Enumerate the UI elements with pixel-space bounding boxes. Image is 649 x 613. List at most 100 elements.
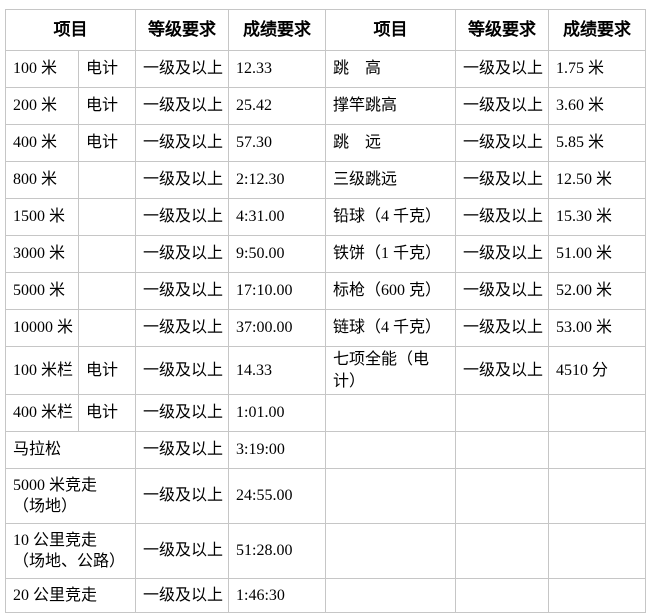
- score-cell: [548, 468, 646, 525]
- level-cell: 一级及以上: [455, 272, 549, 310]
- item-cell: 三级跳远: [325, 161, 456, 199]
- score-cell: 37:00.00: [228, 309, 326, 347]
- score-cell: 3:19:00: [228, 431, 326, 470]
- level-cell: 一级及以上: [455, 345, 549, 396]
- score-cell: 1:01.00: [228, 394, 326, 433]
- table-row: 5000 米竞走 （场地） 一级及以上 24:55.00: [5, 468, 646, 525]
- table-row: 800 米 一级及以上 2:12.30 三级跳远 一级及以上 12.50 米: [5, 161, 646, 199]
- level-cell: 一级及以上: [135, 272, 229, 310]
- level-cell: 一级及以上: [455, 161, 549, 199]
- item-cell: 铅球（4 千克）: [325, 198, 456, 236]
- table-row: 马拉松 一级及以上 3:19:00: [5, 431, 646, 470]
- score-cell: 57.30: [228, 124, 326, 162]
- score-cell: 5.85 米: [548, 124, 646, 162]
- item-cell: 5000 米: [5, 272, 79, 310]
- item-cell: [325, 394, 456, 433]
- score-cell: 53.00 米: [548, 309, 646, 347]
- level-cell: 一级及以上: [135, 431, 229, 470]
- level-cell: 一级及以上: [135, 161, 229, 199]
- item-cell: 100 米: [5, 50, 79, 88]
- timing-cell: 电计: [78, 87, 136, 125]
- item-cell: 400 米: [5, 124, 79, 162]
- score-cell: 15.30 米: [548, 198, 646, 236]
- item-cell: 1500 米: [5, 198, 79, 236]
- header-item-left: 项目: [5, 9, 136, 51]
- score-cell: 51.00 米: [548, 235, 646, 273]
- header-item-right: 项目: [325, 9, 456, 51]
- item-cell: 马拉松: [5, 431, 136, 470]
- score-cell: 1.75 米: [548, 50, 646, 88]
- timing-cell: [78, 272, 136, 310]
- table-row: 100 米栏 电计 一级及以上 14.33 七项全能（电计） 一级及以上 451…: [5, 345, 646, 396]
- item-cell: 20 公里竞走: [5, 578, 136, 613]
- header-score-right: 成绩要求: [548, 9, 646, 51]
- table-row: 10000 米 一级及以上 37:00.00 链球（4 千克） 一级及以上 53…: [5, 309, 646, 347]
- table-row: 10 公里竞走 （场地、公路） 一级及以上 51:28.00: [5, 523, 646, 580]
- score-cell: 3.60 米: [548, 87, 646, 125]
- score-cell: [548, 394, 646, 433]
- score-cell: [548, 578, 646, 613]
- item-cell: 10000 米: [5, 309, 79, 347]
- item-cell: 铁饼（1 千克）: [325, 235, 456, 273]
- item-cell: 800 米: [5, 161, 79, 199]
- table-row: 100 米 电计 一级及以上 12.33 跳 高 一级及以上 1.75 米: [5, 50, 646, 88]
- header-row: 项目 等级要求 成绩要求 项目 等级要求 成绩要求: [5, 9, 646, 51]
- item-cell: 200 米: [5, 87, 79, 125]
- timing-cell: 电计: [78, 345, 136, 396]
- level-cell: 一级及以上: [135, 198, 229, 236]
- level-cell: 一级及以上: [135, 124, 229, 162]
- item-cell: 跳 远: [325, 124, 456, 162]
- item-cell: 标枪（600 克）: [325, 272, 456, 310]
- score-cell: 25.42: [228, 87, 326, 125]
- header-level-left: 等级要求: [135, 9, 229, 51]
- score-cell: 12.33: [228, 50, 326, 88]
- timing-cell: [78, 309, 136, 347]
- level-cell: 一级及以上: [135, 345, 229, 396]
- athletics-standards-table: 项目 等级要求 成绩要求 项目 等级要求 成绩要求 100 米 电计 一级及以上…: [5, 9, 646, 613]
- table-row: 200 米 电计 一级及以上 25.42 撑竿跳高 一级及以上 3.60 米: [5, 87, 646, 125]
- score-cell: 51:28.00: [228, 523, 326, 580]
- score-cell: 4510 分: [548, 345, 646, 396]
- level-cell: 一级及以上: [135, 235, 229, 273]
- level-cell: 一级及以上: [135, 394, 229, 433]
- level-cell: [455, 394, 549, 433]
- item-cell: [325, 431, 456, 470]
- score-cell: 17:10.00: [228, 272, 326, 310]
- header-level-right: 等级要求: [455, 9, 549, 51]
- table-row: 5000 米 一级及以上 17:10.00 标枪（600 克） 一级及以上 52…: [5, 272, 646, 310]
- timing-cell: [78, 161, 136, 199]
- score-cell: 1:46:30: [228, 578, 326, 613]
- level-cell: 一级及以上: [455, 87, 549, 125]
- level-cell: [455, 431, 549, 470]
- score-cell: 14.33: [228, 345, 326, 396]
- level-cell: 一级及以上: [455, 309, 549, 347]
- timing-cell: 电计: [78, 124, 136, 162]
- level-cell: 一级及以上: [455, 50, 549, 88]
- level-cell: [455, 523, 549, 580]
- timing-cell: 电计: [78, 394, 136, 433]
- score-cell: 52.00 米: [548, 272, 646, 310]
- table-row: 20 公里竞走 一级及以上 1:46:30: [5, 578, 646, 613]
- timing-cell: [78, 235, 136, 273]
- level-cell: 一级及以上: [135, 578, 229, 613]
- level-cell: 一级及以上: [455, 124, 549, 162]
- item-cell: 100 米栏: [5, 345, 79, 396]
- score-cell: 4:31.00: [228, 198, 326, 236]
- item-cell: [325, 523, 456, 580]
- score-cell: 9:50.00: [228, 235, 326, 273]
- table-row: 400 米栏 电计 一级及以上 1:01.00: [5, 394, 646, 433]
- score-cell: 12.50 米: [548, 161, 646, 199]
- level-cell: 一级及以上: [135, 87, 229, 125]
- score-cell: [548, 431, 646, 470]
- item-cell: [325, 468, 456, 525]
- item-cell: 链球（4 千克）: [325, 309, 456, 347]
- score-cell: 2:12.30: [228, 161, 326, 199]
- level-cell: 一级及以上: [455, 235, 549, 273]
- item-cell: 3000 米: [5, 235, 79, 273]
- item-cell: 七项全能（电计）: [325, 345, 456, 396]
- item-cell: 跳 高: [325, 50, 456, 88]
- timing-cell: 电计: [78, 50, 136, 88]
- item-cell: 撑竿跳高: [325, 87, 456, 125]
- score-cell: 24:55.00: [228, 468, 326, 525]
